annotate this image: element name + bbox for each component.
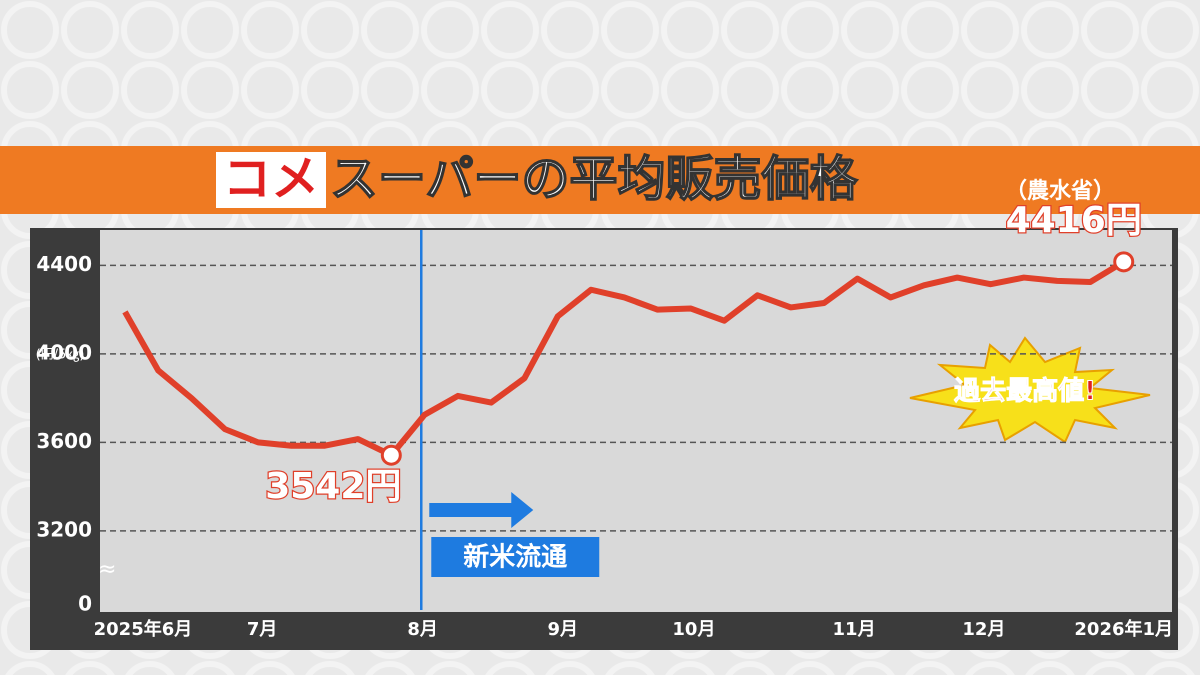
x-tick-label: 7月 xyxy=(247,619,278,640)
point xyxy=(1113,251,1135,273)
vline-label-box xyxy=(431,537,600,577)
annotation: 過去最高値! xyxy=(954,376,1096,407)
y-tick-label: 4400 xyxy=(36,252,92,276)
burst xyxy=(909,336,1151,444)
vline-label: 新米流通 xyxy=(463,542,567,573)
x-tick-label: 8月 xyxy=(407,619,438,640)
line xyxy=(122,259,1126,459)
point xyxy=(380,444,402,466)
x-tick-label: 11月 xyxy=(833,619,876,640)
source: （農水省） xyxy=(1005,179,1115,204)
axis-break: ≈ xyxy=(98,557,116,582)
value-label: 3542円 xyxy=(265,466,401,507)
arrow xyxy=(429,492,534,528)
y-tick-label: 3600 xyxy=(36,429,92,453)
title-band xyxy=(0,146,1200,214)
chart-title: スーパーの平均販売価格 xyxy=(330,151,859,207)
y-tick-label: 3200 xyxy=(36,517,92,541)
title-highlight-box xyxy=(216,152,326,208)
x-tick-label: 10月 xyxy=(672,619,715,640)
x-tick-label: 2025年6月 xyxy=(94,618,193,640)
x-tick-label: 12月 xyxy=(962,619,1005,640)
value-label: 4416円 xyxy=(1006,200,1142,241)
y-tick-label: 0 xyxy=(78,592,92,616)
y-unit: (円/5㎏) xyxy=(36,348,85,363)
y-tick-label: 4000 xyxy=(36,340,92,364)
x-tick-label: 2026年1月 xyxy=(1074,618,1173,640)
title-highlight: コメ xyxy=(223,151,319,207)
x-tick-label: 9月 xyxy=(547,619,578,640)
